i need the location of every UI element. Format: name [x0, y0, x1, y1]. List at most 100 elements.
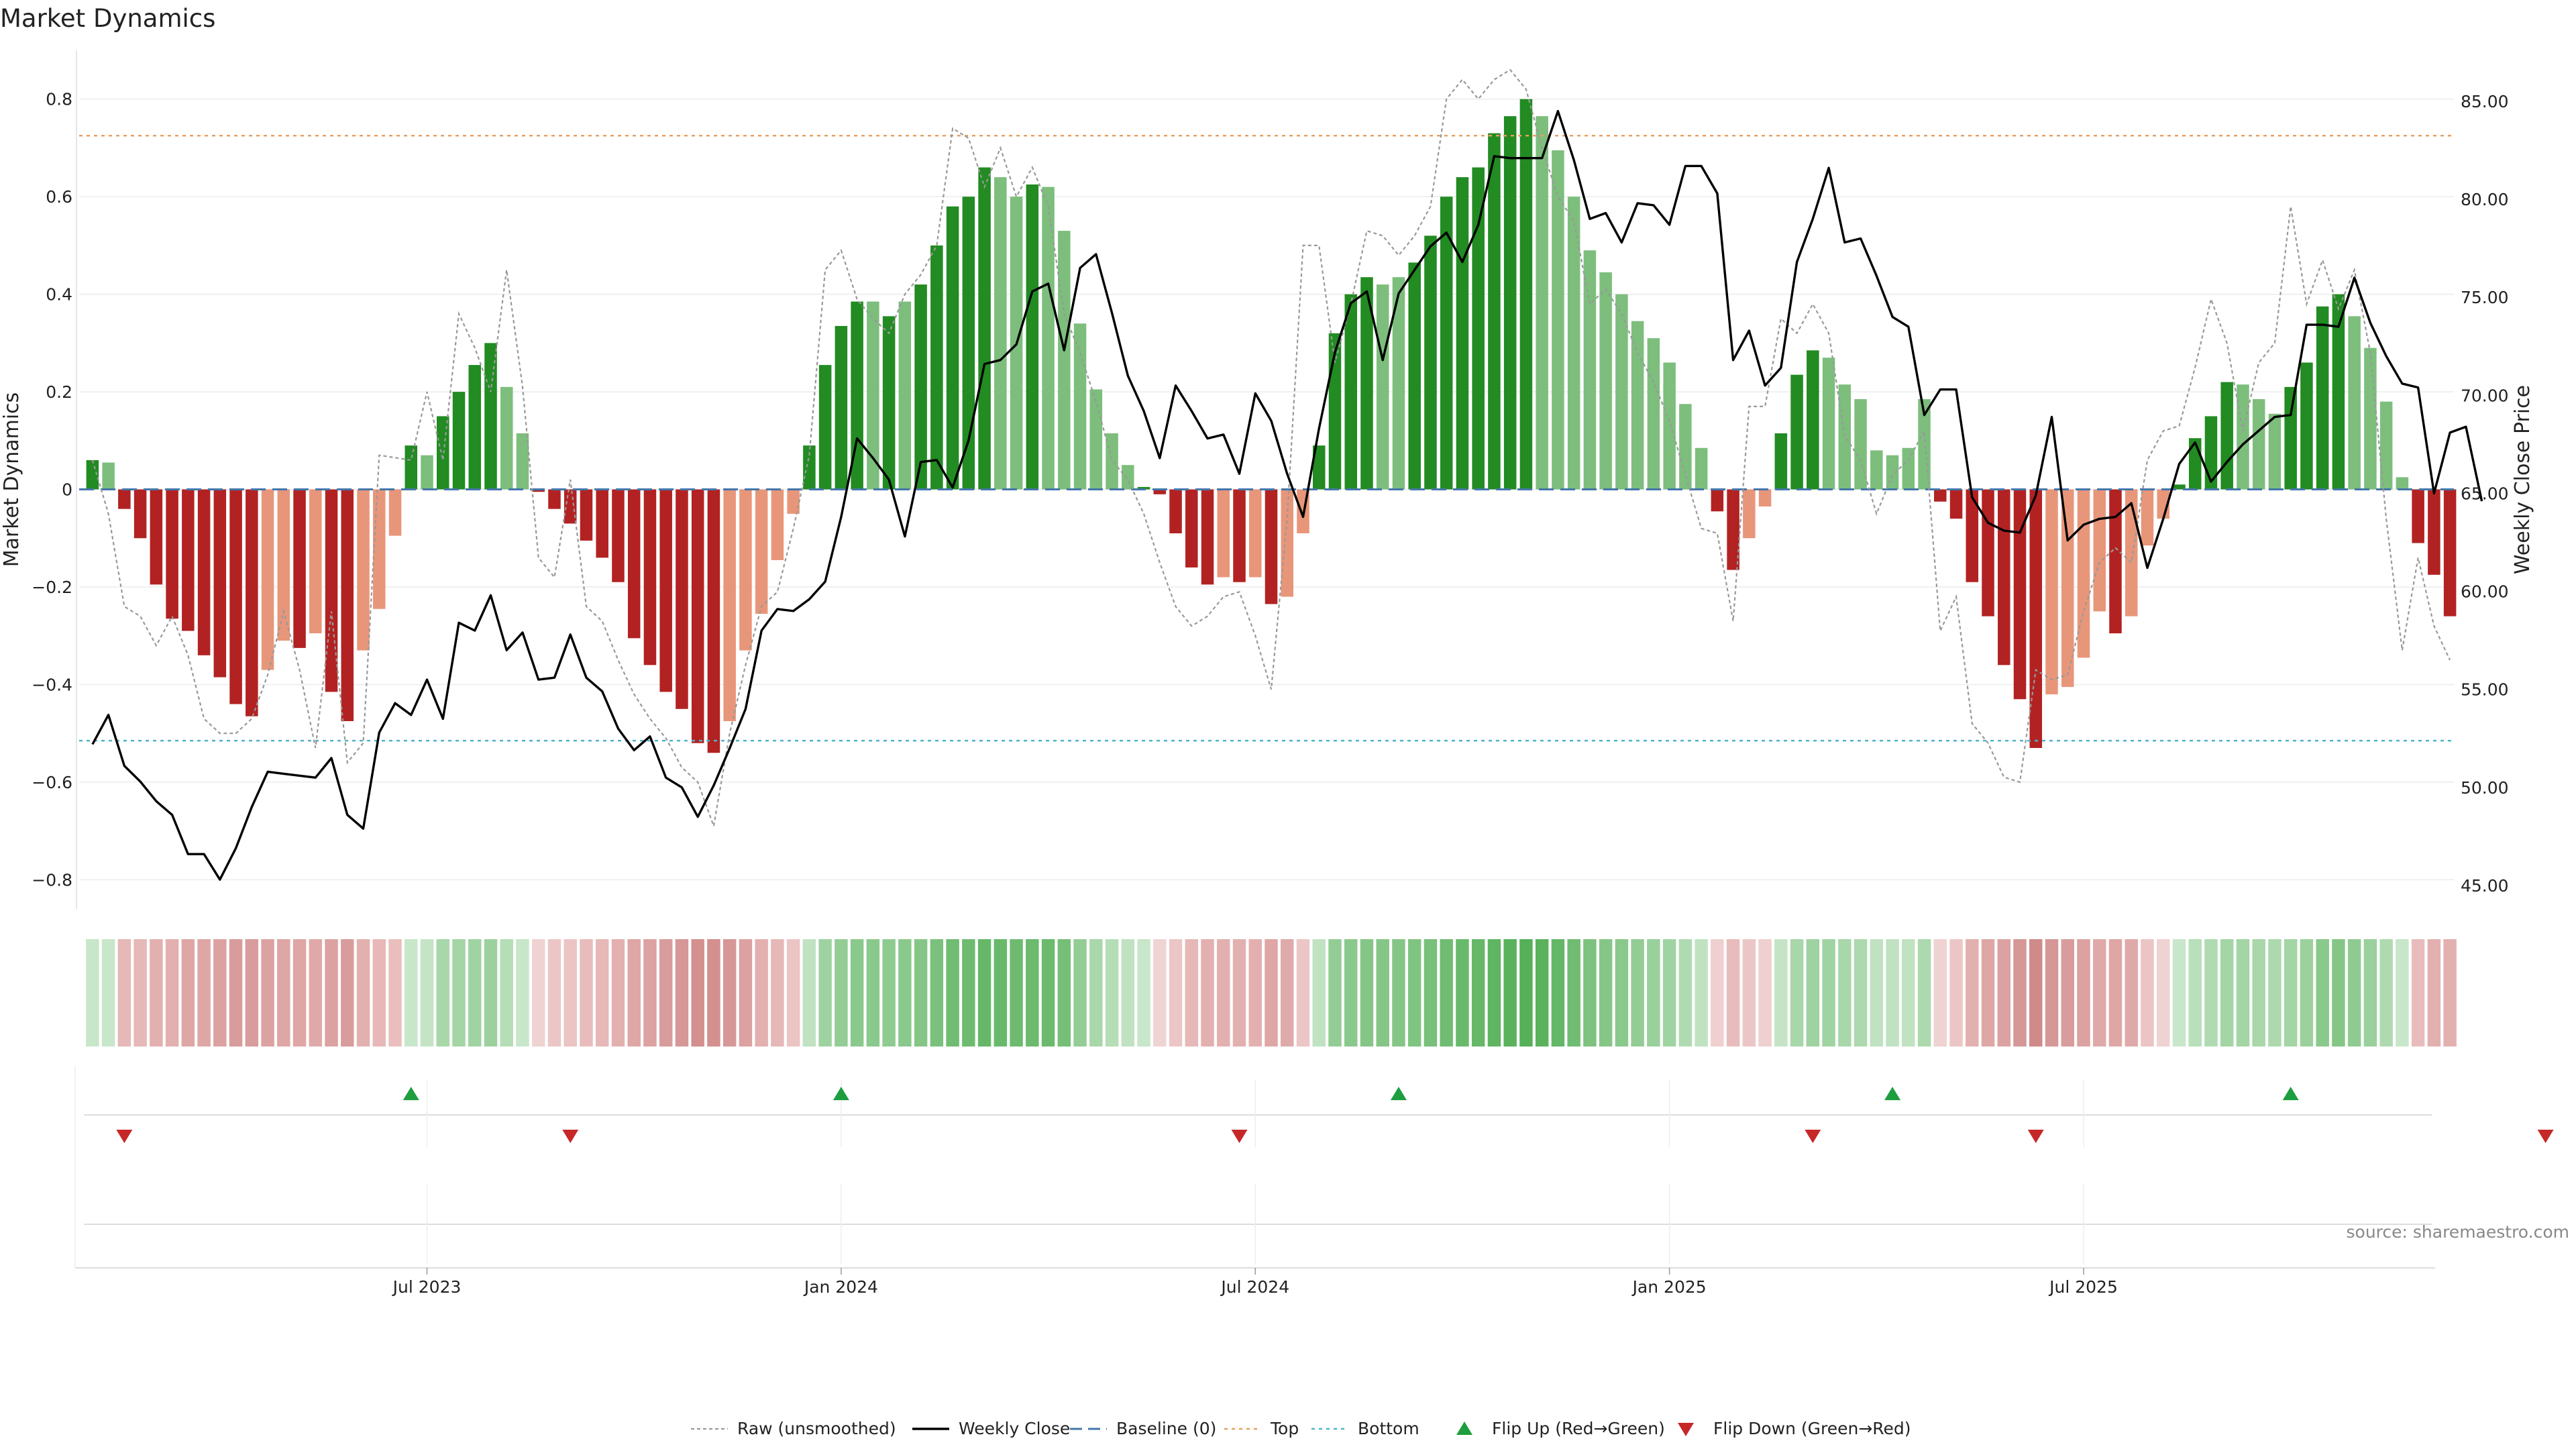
md-bar	[676, 489, 688, 709]
heatmap-cell	[2172, 939, 2186, 1046]
axes: 0.8 0.6 0.4 0.2 0 −0.2 −0.4 −0.6 −0.8 85.00 80.00 7…	[32, 50, 2509, 909]
heatmap-cell	[2316, 939, 2329, 1046]
right-tick-label: 65.00	[2461, 484, 2509, 503]
x-tick-label: Jul 2024	[1220, 1277, 1289, 1297]
md-bar	[1790, 374, 1803, 490]
md-bar	[2173, 484, 2186, 490]
heatmap-cell	[962, 939, 975, 1046]
heatmap-cell	[2379, 939, 2393, 1046]
heatmap-cell	[643, 939, 657, 1046]
heatmap-cell	[1265, 939, 1278, 1046]
md-bar	[2109, 489, 2122, 634]
md-bar	[1137, 486, 1150, 490]
left-tick-label: 0.4	[46, 285, 72, 305]
legend-label: Top	[1270, 1419, 1299, 1438]
heatmap-cell	[946, 939, 959, 1046]
heatmap-cell	[786, 939, 800, 1046]
md-bar	[835, 325, 848, 490]
market-dynamics-bars	[86, 99, 2457, 753]
md-bar	[1536, 116, 1548, 490]
md-bar	[1998, 489, 2010, 665]
heatmap-cell	[2236, 939, 2250, 1046]
md-bar	[293, 489, 306, 648]
heatmap-cell	[1806, 939, 1820, 1046]
heatmap-cell	[1073, 939, 1087, 1046]
md-bar	[787, 489, 800, 514]
md-bar	[2204, 416, 2218, 490]
heatmap-cell	[309, 939, 323, 1046]
md-bar	[2300, 362, 2313, 490]
weekly-close-line	[91, 109, 2483, 881]
heatmap-cell	[1440, 939, 1453, 1046]
heatmap-cell	[531, 939, 545, 1046]
legend-label: Bottom	[1358, 1419, 1419, 1438]
md-bar	[1424, 235, 1437, 490]
heatmap-cell	[2396, 939, 2409, 1046]
md-bar	[2125, 489, 2138, 616]
md-bar	[213, 489, 227, 678]
heatmap-cell	[1185, 939, 1199, 1046]
md-bar	[1360, 277, 1373, 490]
legend-swatch	[1678, 1423, 1694, 1436]
heatmap-cell	[2093, 939, 2106, 1046]
chart-title: Market Dynamics	[0, 4, 215, 33]
md-bar	[341, 489, 354, 721]
heatmap-cell	[405, 939, 418, 1046]
md-bar	[1966, 489, 1979, 582]
md-bar	[2252, 399, 2265, 490]
heatmap-cell	[707, 939, 720, 1046]
heatmap-cell	[1902, 939, 1915, 1046]
md-bar	[1918, 399, 1931, 490]
heatmap-cell	[277, 939, 290, 1046]
legend-swatch	[1456, 1421, 1472, 1435]
heatmap-cell	[898, 939, 912, 1046]
heatmap-cell	[101, 939, 115, 1046]
md-bar	[1807, 350, 1819, 490]
md-bar	[1122, 465, 1134, 490]
md-bar	[2077, 489, 2090, 658]
heatmap-cell	[372, 939, 386, 1046]
heatmap-cell	[1376, 939, 1389, 1046]
md-bar	[1248, 489, 1262, 578]
heatmap-cell	[1966, 939, 1979, 1046]
heatmap-cell	[150, 939, 163, 1046]
md-bar	[1774, 433, 1788, 490]
heatmap-cell	[500, 939, 513, 1046]
md-bar	[867, 301, 879, 490]
heatmap-cell	[835, 939, 848, 1046]
heatmap-cell	[1232, 939, 1246, 1046]
heatmap-cell	[1583, 939, 1597, 1046]
heatmap-cell	[325, 939, 338, 1046]
md-bar	[1552, 150, 1564, 490]
md-bar	[1217, 489, 1230, 578]
heatmap-cell	[1296, 939, 1310, 1046]
heatmap-cell	[2013, 939, 2027, 1046]
heatmap-cell	[165, 939, 179, 1046]
md-bar	[1631, 321, 1644, 490]
md-bar	[357, 489, 370, 651]
heatmap-cell	[292, 939, 307, 1046]
md-bar	[548, 489, 561, 509]
md-bar	[914, 284, 927, 490]
md-bar	[659, 489, 672, 692]
md-bar	[516, 433, 529, 490]
md-bar	[1886, 455, 1899, 490]
heatmap-cell	[1487, 939, 1501, 1046]
heatmap-cell	[1217, 939, 1230, 1046]
md-bar	[739, 489, 752, 651]
md-bar	[978, 167, 991, 490]
heatmap-cell	[914, 939, 928, 1046]
heatmap-cell	[1567, 939, 1580, 1046]
heatmap-cell	[1407, 939, 1421, 1046]
md-bar	[2412, 489, 2424, 543]
heatmap-cell	[133, 939, 147, 1046]
md-bar	[484, 343, 497, 490]
heatmap-cell	[547, 939, 561, 1046]
md-bar	[2268, 413, 2282, 490]
heatmap-cell	[802, 939, 816, 1046]
md-bar	[2141, 489, 2154, 546]
md-bar	[388, 489, 402, 536]
heatmap-cell	[1392, 939, 1405, 1046]
heatmap-cell	[2268, 939, 2282, 1046]
heatmap-cell	[1838, 939, 1851, 1046]
